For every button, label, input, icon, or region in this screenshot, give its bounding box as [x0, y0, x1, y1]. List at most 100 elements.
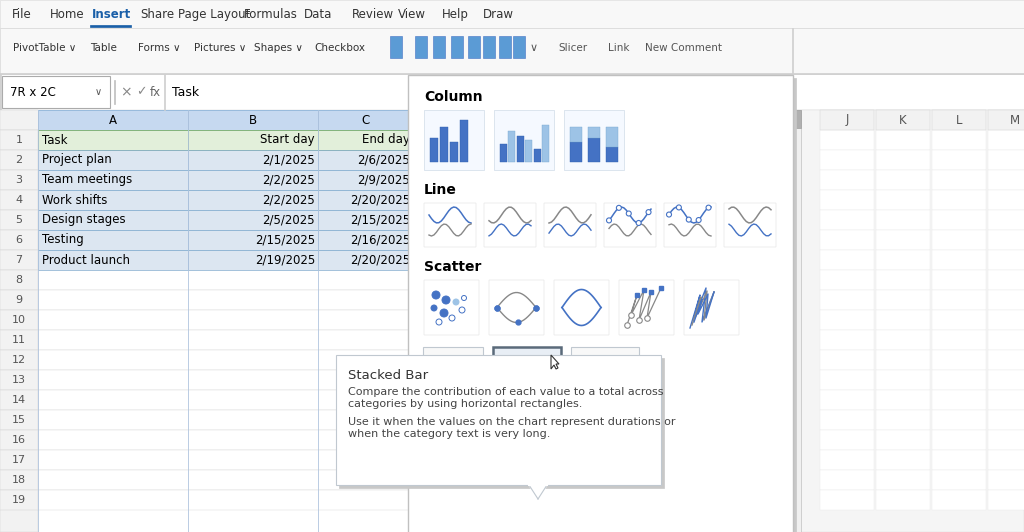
Text: M: M	[1010, 113, 1020, 127]
Bar	[988, 410, 1024, 430]
Bar	[38, 130, 188, 150]
Bar	[606, 147, 618, 162]
Bar	[444, 357, 456, 367]
Bar	[820, 350, 874, 370]
Circle shape	[606, 218, 611, 223]
Bar	[0, 28, 1024, 75]
Text: Task: Task	[42, 134, 68, 146]
Bar	[564, 110, 624, 170]
Bar	[876, 250, 930, 270]
Bar	[820, 410, 874, 430]
Bar	[570, 127, 582, 142]
Bar	[664, 203, 716, 247]
Text: Slicer: Slicer	[558, 43, 587, 53]
Bar	[499, 370, 535, 380]
Bar	[932, 210, 986, 230]
Bar	[932, 170, 986, 190]
Bar	[2, 76, 110, 108]
Circle shape	[462, 295, 467, 301]
Bar	[932, 450, 986, 470]
Bar	[508, 131, 515, 162]
Bar	[38, 150, 188, 170]
Bar	[542, 124, 549, 162]
Bar	[38, 170, 188, 190]
Text: 17: 17	[12, 455, 26, 465]
Text: Scatter: Scatter	[424, 260, 481, 274]
Bar	[38, 210, 188, 230]
Bar	[684, 280, 739, 335]
Bar	[449, 383, 464, 393]
Text: Page Layout: Page Layout	[178, 8, 251, 21]
Bar	[0, 350, 38, 370]
Text: 9: 9	[15, 295, 23, 305]
Bar	[0, 390, 38, 410]
Text: New Comment: New Comment	[645, 43, 722, 53]
Bar	[499, 357, 529, 367]
Text: 2/16/2025: 2/16/2025	[350, 234, 410, 246]
Bar	[876, 390, 930, 410]
Bar	[988, 290, 1024, 310]
Bar	[876, 210, 930, 230]
Bar	[38, 390, 793, 410]
Bar	[607, 357, 632, 367]
Bar	[534, 149, 541, 162]
Text: 2/15/2025: 2/15/2025	[350, 213, 410, 227]
Text: Checkbox: Checkbox	[314, 43, 365, 53]
Text: Link: Link	[608, 43, 630, 53]
Bar	[38, 270, 793, 290]
Bar	[932, 270, 986, 290]
Bar	[413, 210, 433, 230]
Bar	[932, 290, 986, 310]
Circle shape	[627, 211, 631, 216]
Bar	[544, 203, 596, 247]
Text: 2: 2	[15, 155, 23, 165]
Text: End day: End day	[362, 134, 410, 146]
Bar	[525, 140, 532, 162]
Bar	[876, 330, 930, 350]
Bar	[440, 127, 449, 162]
Bar	[188, 150, 318, 170]
Text: 8: 8	[15, 275, 23, 285]
Text: Share: Share	[140, 8, 174, 21]
Bar	[932, 430, 986, 450]
Bar	[988, 270, 1024, 290]
Text: 4: 4	[15, 195, 23, 205]
Bar	[876, 430, 930, 450]
Bar	[988, 110, 1024, 130]
Bar	[188, 170, 318, 190]
Bar	[932, 250, 986, 270]
Circle shape	[453, 299, 459, 305]
Bar	[577, 370, 613, 380]
Bar	[932, 390, 986, 410]
Bar	[618, 280, 674, 335]
Bar	[188, 130, 318, 150]
Bar	[876, 110, 930, 130]
Bar	[820, 130, 874, 150]
Bar	[438, 370, 445, 380]
Bar	[0, 450, 38, 470]
Text: 2/20/2025: 2/20/2025	[350, 254, 410, 267]
Bar	[988, 490, 1024, 510]
Text: J: J	[846, 113, 849, 127]
Bar	[318, 250, 413, 270]
Bar	[932, 350, 986, 370]
Bar	[38, 430, 793, 450]
Bar	[460, 120, 468, 162]
Text: K: K	[899, 113, 907, 127]
Text: Design stages: Design stages	[42, 213, 126, 227]
Text: 10: 10	[12, 315, 26, 325]
Bar	[38, 230, 188, 250]
Bar	[38, 230, 793, 250]
Bar	[0, 130, 38, 150]
Bar	[588, 127, 600, 138]
Bar	[318, 230, 413, 250]
Bar	[0, 470, 38, 490]
Text: ×: ×	[120, 85, 132, 99]
Bar	[0, 150, 38, 170]
Bar	[513, 36, 525, 58]
Text: Data: Data	[304, 8, 333, 21]
Bar	[0, 410, 38, 430]
Text: 19: 19	[12, 495, 26, 505]
Bar	[90, 25, 131, 27]
Bar	[932, 410, 986, 430]
